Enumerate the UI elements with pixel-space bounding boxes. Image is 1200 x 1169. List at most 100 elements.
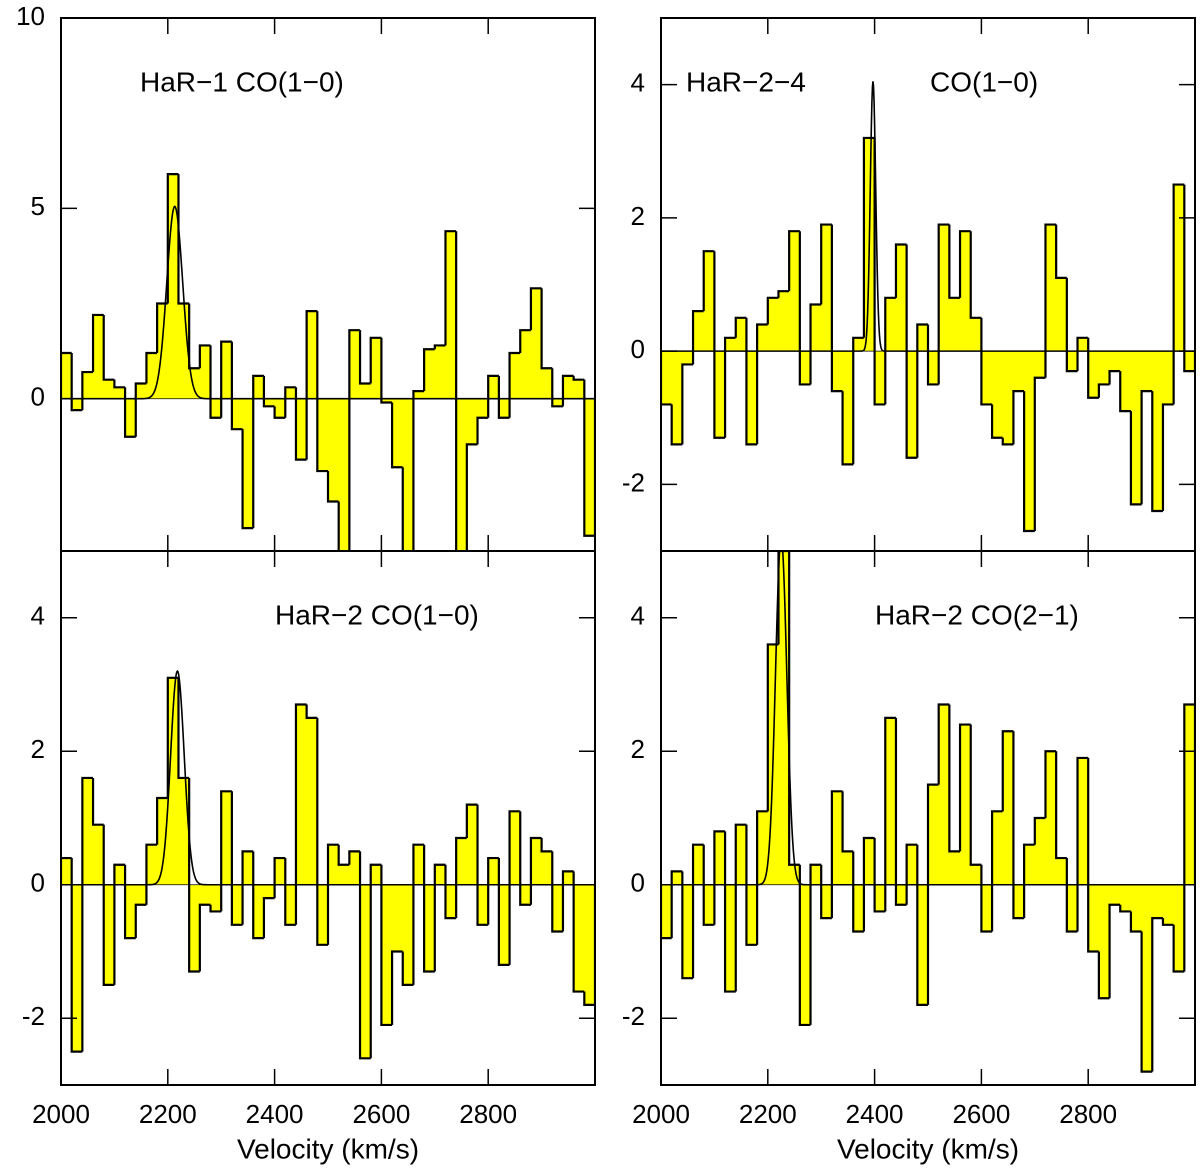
channel <box>1065 858 1078 933</box>
channel <box>691 843 705 979</box>
channel-outline <box>788 230 800 292</box>
channel <box>926 324 939 386</box>
channel <box>1033 351 1046 532</box>
channel <box>1055 751 1068 885</box>
channel-outline <box>1076 756 1089 932</box>
channel <box>916 323 929 458</box>
channel-outline <box>1108 903 1121 999</box>
channel-outline <box>134 382 147 437</box>
channel-fill <box>167 174 179 399</box>
channel-fill <box>360 383 372 399</box>
x-tick-label: 2600 <box>352 1099 410 1129</box>
channel <box>476 804 489 926</box>
x-tick-label: 2600 <box>952 1099 1010 1129</box>
channel-fill <box>928 351 939 385</box>
channel <box>252 851 265 940</box>
channel-outline <box>661 351 672 406</box>
x-tick-label: 2800 <box>459 1099 517 1129</box>
channel-outline <box>102 824 115 986</box>
channel-fill <box>488 858 500 885</box>
channel-outline <box>123 864 136 940</box>
panel-frame <box>60 550 596 1086</box>
channel <box>423 844 436 973</box>
channel-outline <box>209 345 222 419</box>
channel <box>476 398 489 445</box>
channel-fill <box>661 884 672 939</box>
channel-fill <box>402 884 414 985</box>
channel-fill <box>778 551 790 885</box>
channel-outline <box>348 329 361 551</box>
panel: 2000 2200 2400 2600 2800 -2 0 2 4 HaR−2 CO(2−1) Ve… <box>622 550 1196 1164</box>
channel <box>841 791 854 885</box>
channel-outline <box>723 336 736 438</box>
channel-outline <box>830 790 843 919</box>
channel <box>156 796 169 885</box>
channel-outline <box>1161 918 1174 926</box>
channel-outline <box>681 871 694 980</box>
channel-fill <box>671 871 683 885</box>
channel <box>551 851 564 933</box>
channel-fill <box>242 851 254 885</box>
channel-fill <box>573 379 585 399</box>
channel-outline <box>766 296 779 325</box>
channel <box>487 856 500 925</box>
channel <box>884 716 897 912</box>
channel-outline <box>788 551 800 866</box>
channel-fill <box>466 804 478 885</box>
channel <box>61 856 72 885</box>
channel <box>990 351 1004 439</box>
channel <box>1097 884 1110 1000</box>
channel <box>948 704 961 885</box>
channel <box>519 329 532 399</box>
channel-fill <box>1045 751 1057 885</box>
channel-fill <box>488 375 500 399</box>
channel-outline <box>1087 337 1099 399</box>
channel <box>1012 351 1025 445</box>
channel-fill <box>71 398 83 411</box>
channel-fill <box>520 884 532 905</box>
channel-outline <box>198 903 211 972</box>
channel <box>134 884 147 939</box>
channel <box>1151 351 1164 513</box>
channel <box>123 864 137 940</box>
channel-fill <box>778 291 790 352</box>
channel-fill <box>693 311 705 352</box>
channel <box>937 223 950 385</box>
channel-outline <box>113 863 126 985</box>
channel <box>337 844 350 885</box>
channel-outline <box>1129 911 1142 933</box>
channel-outline <box>540 838 553 853</box>
channel-fill <box>949 851 961 885</box>
channel <box>777 551 790 885</box>
channel <box>241 850 254 925</box>
channel-outline <box>113 379 126 389</box>
channel <box>766 296 779 352</box>
channel-outline <box>756 810 768 945</box>
channel-outline <box>61 856 72 885</box>
channel <box>1044 223 1057 378</box>
channel-fill <box>424 349 436 399</box>
panel: 2000 2200 2400 2600 2800 -2 0 2 4 HaR−2 CO(1−0) Ve… <box>22 550 596 1164</box>
channel-fill <box>703 251 715 352</box>
channel-fill <box>167 677 179 885</box>
channel-fill <box>842 351 854 465</box>
channel-outline <box>220 790 232 912</box>
channel <box>788 230 801 352</box>
channel-fill <box>853 884 865 932</box>
channel-fill <box>93 314 105 399</box>
channel <box>980 864 993 933</box>
channel-outline <box>561 374 574 407</box>
channel-outline <box>497 858 510 966</box>
channel-outline <box>702 250 715 312</box>
channel <box>294 387 307 461</box>
channel-fill <box>424 884 436 972</box>
fit-curve <box>61 669 595 886</box>
channel-fill <box>906 351 918 458</box>
channel-outline <box>572 871 585 993</box>
channel-fill <box>874 351 886 405</box>
channel <box>134 382 147 437</box>
channel-outline <box>990 404 1003 439</box>
channel-fill <box>1141 351 1153 392</box>
channel-fill <box>693 844 705 885</box>
channel-fill <box>992 811 1004 885</box>
